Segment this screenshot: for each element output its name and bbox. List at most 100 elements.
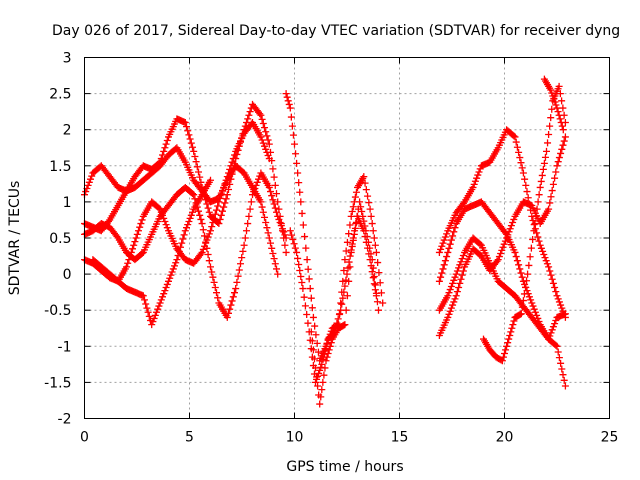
data-point — [360, 227, 368, 235]
data-point — [449, 232, 457, 240]
data-point — [273, 190, 280, 198]
data-point — [296, 266, 304, 274]
data-point — [509, 219, 517, 227]
data-point — [346, 221, 354, 229]
data-point — [343, 238, 351, 246]
data-point — [177, 243, 184, 251]
data-point — [313, 373, 321, 381]
x-tick-label: 0 — [80, 430, 89, 446]
y-axis-label: SDTVAR / TECUs — [7, 181, 23, 296]
data-point — [161, 144, 169, 152]
data-point — [555, 154, 563, 162]
data-point — [195, 168, 202, 176]
data-point — [345, 258, 353, 266]
data-point — [141, 296, 148, 304]
data-point — [271, 181, 279, 189]
data-point — [277, 222, 285, 230]
data-point — [523, 277, 531, 285]
data-point — [509, 321, 517, 329]
data-point — [261, 142, 268, 150]
data-point — [309, 313, 317, 321]
data-point — [187, 139, 195, 147]
data-point — [308, 337, 316, 345]
data-point — [288, 122, 296, 130]
data-point — [518, 303, 526, 311]
data-point — [205, 208, 213, 216]
data-point — [167, 271, 175, 279]
data-point — [185, 217, 193, 225]
data-point — [232, 285, 240, 293]
data-point — [358, 208, 366, 216]
data-point — [440, 236, 448, 244]
data-point — [189, 208, 196, 216]
data-point — [522, 283, 529, 291]
data-point — [169, 265, 177, 273]
y-tick-label: 2 — [63, 123, 72, 139]
data-point — [130, 241, 138, 249]
data-point — [346, 252, 354, 260]
data-point — [528, 299, 536, 307]
data-point — [231, 151, 238, 159]
data-point — [303, 256, 311, 264]
data-point — [221, 180, 229, 188]
data-point — [149, 318, 157, 326]
data-point — [561, 310, 569, 318]
data-point — [225, 309, 232, 317]
data-point — [265, 140, 273, 148]
data-point — [142, 300, 150, 308]
data-point — [297, 273, 305, 281]
data-point — [527, 244, 535, 252]
data-point — [372, 292, 380, 300]
data-point — [319, 378, 327, 386]
data-point — [537, 244, 545, 252]
data-point — [274, 270, 282, 278]
y-tick-label: -2 — [58, 412, 72, 428]
data-point — [202, 196, 210, 204]
data-point — [364, 192, 372, 200]
data-point — [531, 308, 539, 316]
data-point — [222, 195, 230, 203]
x-tick-label: 20 — [496, 430, 514, 446]
data-point — [525, 293, 533, 301]
data-point — [541, 254, 549, 262]
data-point — [456, 261, 464, 269]
data-point — [294, 169, 302, 177]
data-point — [265, 234, 273, 242]
data-point — [505, 228, 513, 236]
data-point — [323, 353, 331, 361]
data-point — [214, 202, 222, 210]
data-point — [547, 193, 555, 201]
y-tick-label: -0.5 — [44, 303, 71, 319]
data-point — [556, 115, 564, 123]
series-trace-5 — [89, 176, 214, 329]
data-point — [307, 294, 315, 302]
data-point — [157, 296, 165, 304]
series-trace-10 — [435, 198, 569, 390]
data-point — [550, 95, 558, 103]
data-point — [190, 147, 198, 155]
data-point — [155, 204, 163, 212]
series-trace-13 — [480, 82, 569, 365]
data-point — [557, 149, 565, 157]
data-point — [511, 248, 519, 256]
data-point — [310, 355, 318, 363]
data-point — [181, 118, 189, 126]
data-point — [531, 220, 539, 228]
data-point — [291, 244, 299, 252]
data-point — [267, 188, 274, 196]
data-point — [227, 301, 235, 309]
data-point — [498, 246, 506, 254]
y-tick-label: 1.5 — [49, 159, 71, 175]
data-point — [327, 339, 335, 347]
y-tick-label: 2.5 — [49, 87, 71, 103]
data-point — [553, 292, 561, 300]
data-point — [257, 111, 265, 119]
data-point — [437, 273, 445, 281]
data-point — [88, 172, 96, 180]
data-point — [228, 158, 236, 166]
data-point — [521, 175, 529, 183]
data-point — [183, 224, 190, 232]
data-point — [263, 148, 271, 156]
data-point — [253, 178, 261, 186]
